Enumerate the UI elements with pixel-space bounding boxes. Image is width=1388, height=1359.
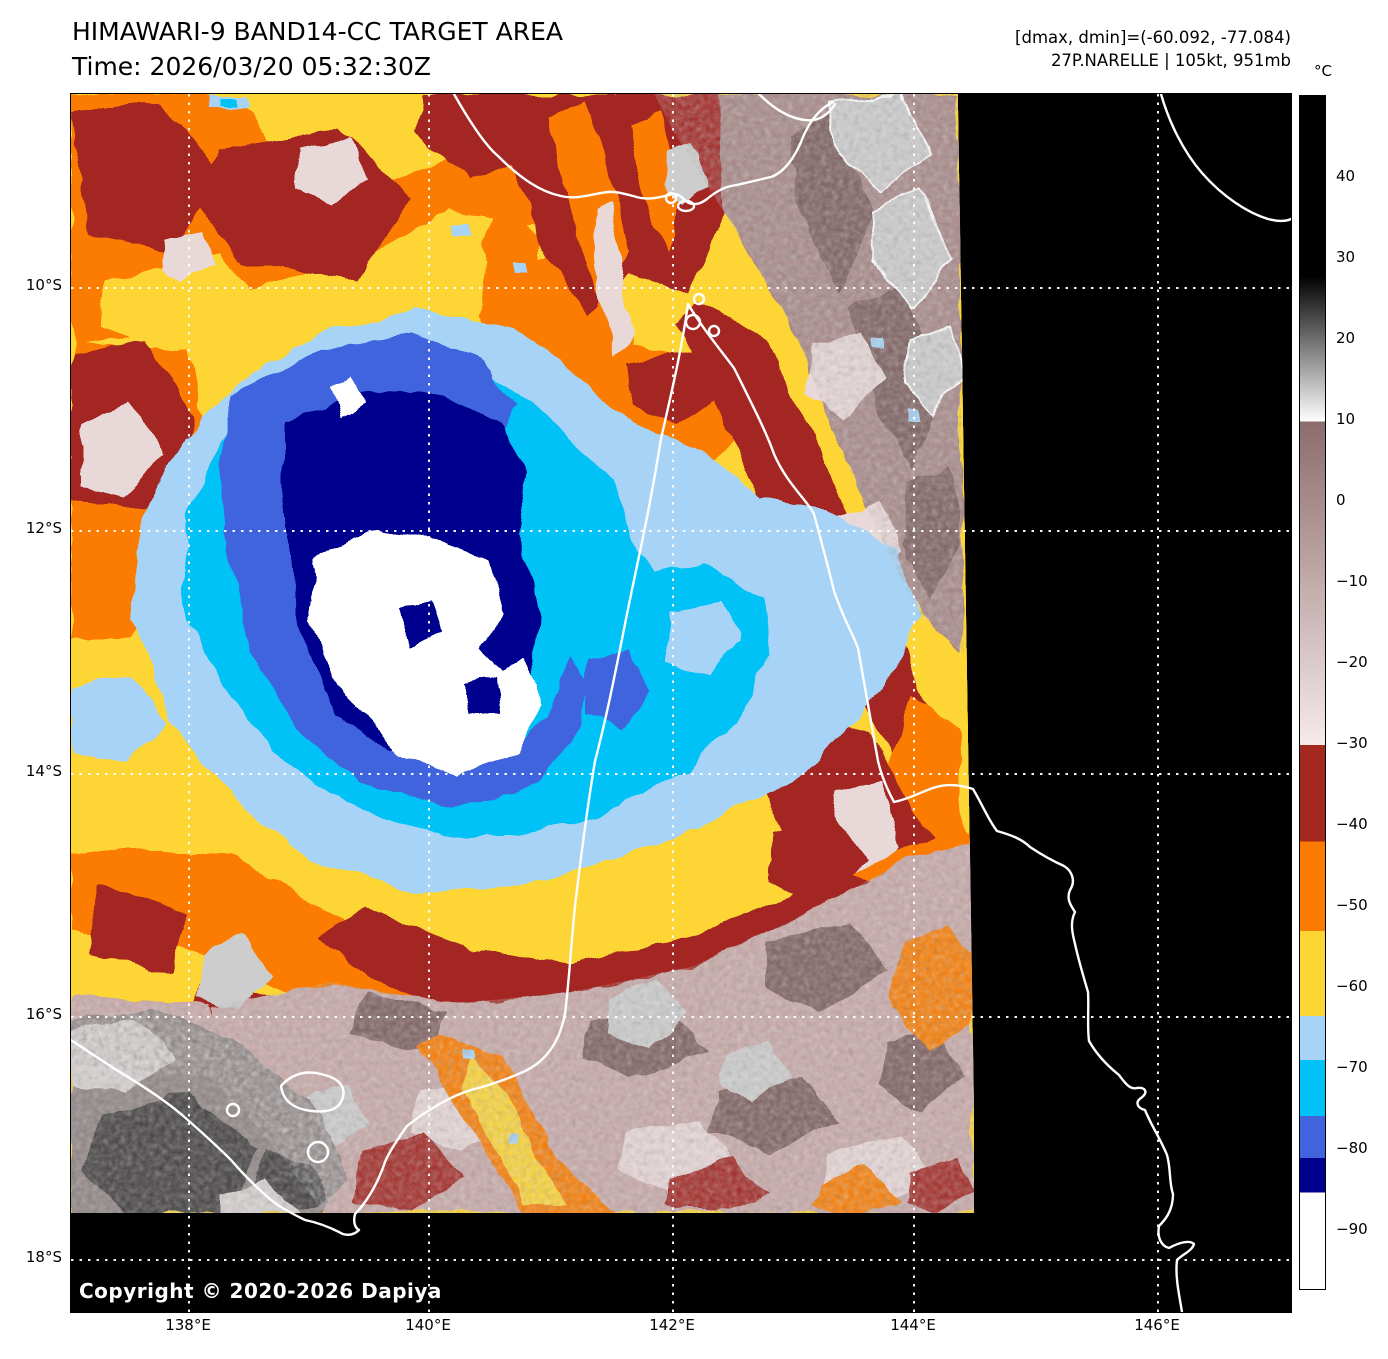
colorbar-tick: 0 <box>1336 491 1346 509</box>
coastline-queensland-east <box>686 302 1196 1312</box>
coastline-new-guinea-2 <box>757 94 837 122</box>
colorbar-tick: 20 <box>1336 329 1356 347</box>
copyright-label: Copyright © 2020-2026 Dapiya <box>79 1279 442 1303</box>
lon-tick-140e: 140°E <box>405 1316 451 1334</box>
colorbar-unit-label: °C <box>1314 62 1332 80</box>
colorbar-tick: −50 <box>1336 896 1368 914</box>
coastline-overlay <box>71 94 1291 1312</box>
colorbar-tick: −60 <box>1336 977 1368 995</box>
lat-tick-14s: 14°S <box>25 762 62 780</box>
island <box>676 199 696 213</box>
colorbar-tick: 10 <box>1336 410 1356 428</box>
figure-timestamp: Time: 2026/03/20 05:32:30Z <box>72 52 431 81</box>
island-bentinck <box>306 1140 330 1164</box>
colorbar-tick: −70 <box>1336 1058 1368 1076</box>
annotation-storm-info: 27P.NARELLE | 105kt, 951mb <box>1050 51 1291 70</box>
lat-tick-18s: 18°S <box>25 1248 62 1266</box>
lat-tick-10s: 10°S <box>25 276 62 294</box>
coastline-new-guinea <box>452 94 835 206</box>
surface-texture <box>71 94 974 1213</box>
island-torres <box>692 292 706 306</box>
satellite-plot-area: Copyright © 2020-2026 Dapiya <box>70 93 1292 1313</box>
figure-header: HIMAWARI-9 BAND14-CC TARGET AREA Time: 2… <box>72 14 563 84</box>
colorbar-tick: 40 <box>1336 167 1356 185</box>
coastline-gulf-carpentaria <box>71 302 690 1236</box>
island-mornington <box>279 1071 345 1113</box>
figure-title: HIMAWARI-9 BAND14-CC TARGET AREA <box>72 17 564 46</box>
colorbar-tick: −40 <box>1336 815 1368 833</box>
colorbar-tick: −10 <box>1336 572 1368 590</box>
lon-tick-144e: 144°E <box>890 1316 936 1334</box>
colorbar-tick: −80 <box>1336 1139 1368 1157</box>
colorbar <box>1299 95 1326 1290</box>
figure-annotations: [dmax, dmin]=(-60.092, -77.084) 27P.NARE… <box>1015 26 1291 72</box>
colorbar-tick: −30 <box>1336 734 1368 752</box>
island <box>664 191 678 205</box>
colorbar-tick: −20 <box>1336 653 1368 671</box>
lon-tick-142e: 142°E <box>649 1316 695 1334</box>
lat-tick-12s: 12°S <box>25 519 62 537</box>
lon-tick-138e: 138°E <box>165 1316 211 1334</box>
ir-data-swath <box>71 94 974 1213</box>
colorbar-tick: −90 <box>1336 1220 1368 1238</box>
island <box>225 1102 241 1118</box>
lat-tick-16s: 16°S <box>25 1005 62 1023</box>
annotation-dmax-dmin: [dmax, dmin]=(-60.092, -77.084) <box>1015 28 1291 47</box>
island-torres <box>707 324 721 338</box>
coastline-png-east <box>1159 94 1291 223</box>
colorbar-gradient <box>1300 96 1325 1289</box>
lon-tick-146e: 146°E <box>1134 1316 1180 1334</box>
colorbar-tick: 30 <box>1336 248 1356 266</box>
satellite-image <box>71 94 1291 1312</box>
